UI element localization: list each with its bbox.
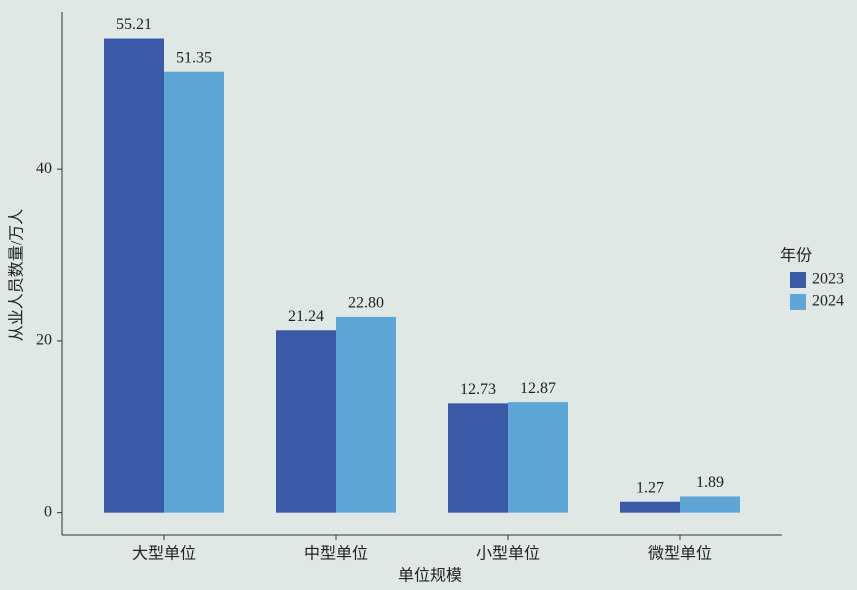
bar — [508, 402, 568, 513]
legend-label: 2023 — [812, 271, 844, 288]
y-tick-label: 20 — [36, 332, 52, 349]
legend-swatch — [790, 294, 806, 310]
value-label: 55.21 — [116, 16, 152, 33]
bar — [680, 496, 740, 513]
bar — [336, 316, 396, 513]
value-label: 51.35 — [176, 49, 212, 66]
value-label: 21.24 — [288, 308, 324, 325]
y-tick-label: 0 — [44, 503, 52, 520]
bar — [276, 330, 336, 513]
x-tick-label: 大型单位 — [132, 545, 196, 563]
value-label: 12.73 — [460, 381, 496, 398]
bar — [164, 71, 224, 513]
y-tick-label: 40 — [36, 160, 52, 177]
legend-swatch — [790, 272, 806, 288]
bar — [448, 403, 508, 513]
value-label: 12.87 — [520, 380, 556, 397]
x-axis-label: 单位规模 — [398, 567, 462, 585]
x-tick-label: 小型单位 — [476, 545, 540, 563]
x-tick-label: 中型单位 — [304, 545, 368, 563]
legend-label: 2024 — [812, 293, 844, 310]
y-axis-label: 从业人员数量/万人 — [8, 209, 26, 341]
legend-title: 年份 — [780, 247, 812, 265]
bar — [620, 501, 680, 513]
bar — [104, 38, 164, 513]
x-tick-label: 微型单位 — [648, 545, 712, 563]
value-label: 22.80 — [348, 295, 384, 312]
value-label: 1.89 — [696, 474, 724, 491]
value-label: 1.27 — [636, 479, 664, 496]
